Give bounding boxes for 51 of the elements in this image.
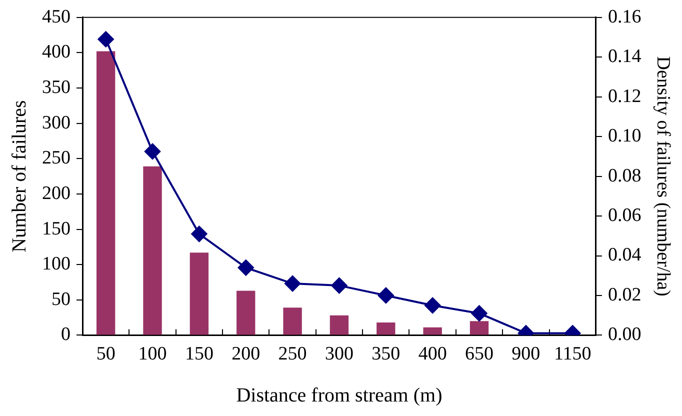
bar: [190, 252, 209, 335]
y-tick-label: 150: [42, 218, 70, 240]
y-tick-label: 50: [52, 288, 70, 310]
point: [284, 276, 301, 292]
y-axis-title: Number of failures: [8, 100, 30, 252]
y-tick-label: 100: [42, 254, 70, 275]
x-tick-label: 100: [138, 344, 167, 365]
y-tick-label: 450: [42, 6, 70, 28]
y-tick-label: 250: [42, 148, 70, 169]
y-tick-label: 300: [42, 112, 70, 134]
point: [191, 226, 208, 242]
bar: [470, 321, 489, 335]
x-tick-label: 150: [184, 344, 214, 365]
x-tick-label: 300: [324, 344, 354, 365]
bar: [143, 166, 162, 335]
y-tick-label: 200: [42, 182, 70, 204]
y2-tick-label: 0.10: [608, 126, 642, 147]
bar: [236, 290, 256, 335]
y2-tick-label: 0.12: [608, 86, 642, 107]
y2-tick-label: 0.08: [608, 165, 642, 186]
x-tick-label: 1150: [554, 344, 592, 365]
y-tick-label: 350: [42, 77, 70, 98]
y2-tick-label: 0.06: [608, 205, 642, 226]
y2-tick-label: 0.14: [608, 46, 642, 68]
y2-tick-label: 0.00: [608, 324, 642, 346]
bar: [96, 51, 116, 335]
x-tick-label: 900: [512, 344, 540, 365]
point: [238, 260, 254, 276]
y2-tick-label: 0.16: [608, 6, 642, 28]
x-tick-label: 400: [418, 344, 447, 365]
x-tick-label: 200: [232, 344, 260, 365]
y-tick-label: 0: [61, 324, 70, 346]
y-tick-label: 400: [42, 42, 70, 63]
point: [331, 278, 348, 294]
x-tick-label: 250: [278, 344, 307, 365]
bar: [330, 315, 349, 335]
x-tick-label: 50: [96, 344, 116, 365]
x-tick-label: 650: [465, 344, 494, 365]
bar: [283, 308, 302, 335]
point: [378, 287, 394, 304]
point: [98, 31, 114, 48]
bar: [423, 327, 442, 335]
point: [144, 143, 161, 160]
x-tick-label: 350: [372, 344, 400, 365]
y2-tick-label: 0.04: [608, 244, 642, 266]
point: [424, 297, 441, 314]
y2-tick-label: 0.02: [608, 284, 642, 306]
y2-axis-title: Density of failures (number/ha): [652, 56, 674, 296]
point: [471, 305, 488, 322]
bar: [376, 322, 396, 335]
x-axis-title: Distance from stream (m): [236, 384, 442, 406]
